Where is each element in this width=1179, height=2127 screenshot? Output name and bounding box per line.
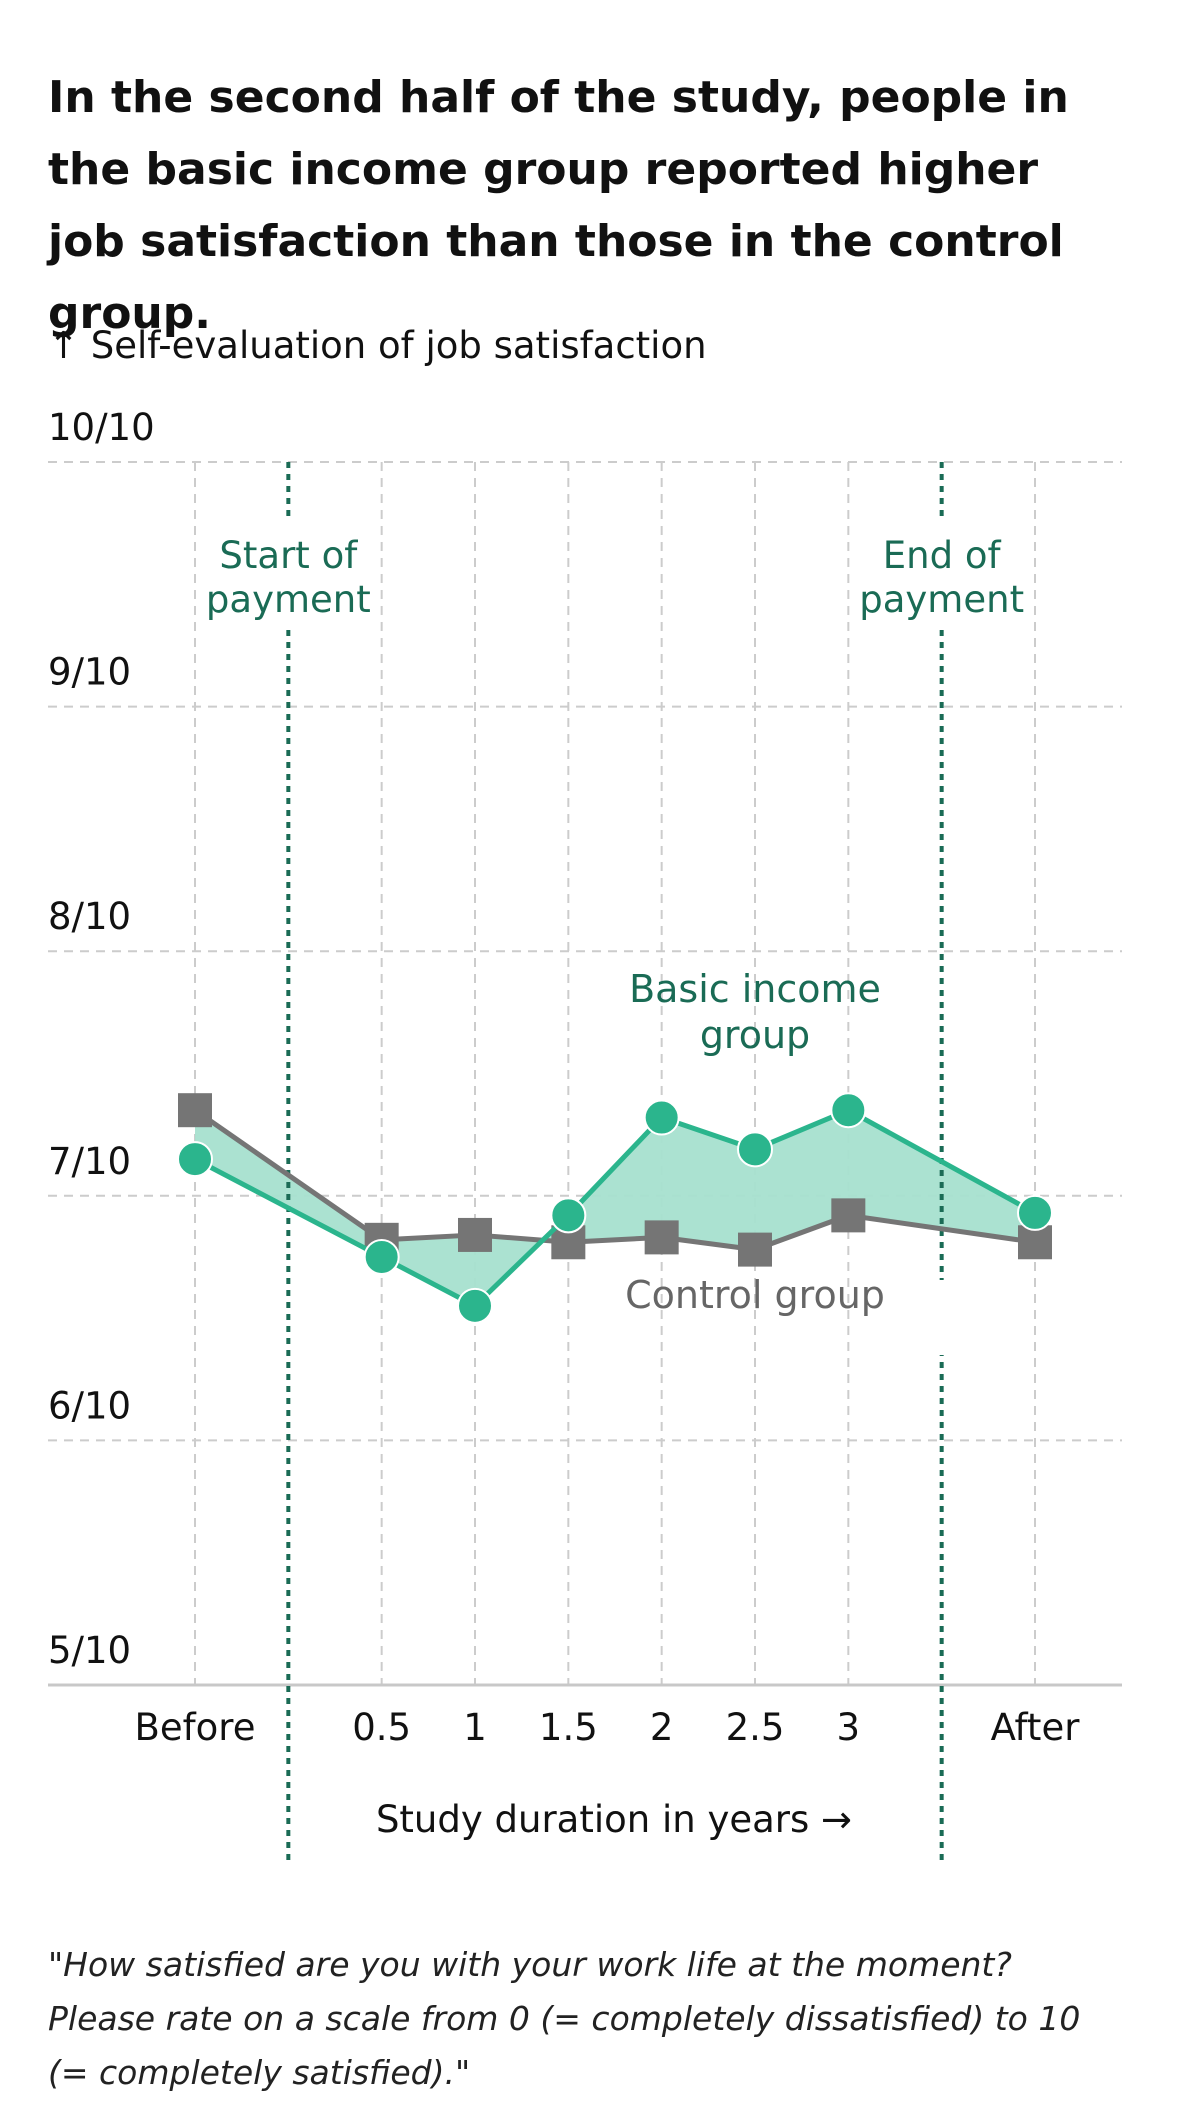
y-axis-label: ↑ Self-evaluation of job satisfaction bbox=[48, 324, 707, 367]
x-tick-label: 2 bbox=[650, 1706, 674, 1749]
y-tick-label: 10/10 bbox=[48, 406, 155, 449]
payment-label: End of payment bbox=[859, 534, 1024, 621]
data-point-basic-income bbox=[737, 1131, 773, 1168]
data-point-basic-income bbox=[830, 1092, 867, 1129]
difference-fill bbox=[195, 1110, 1035, 1306]
payment-label-backdrop bbox=[851, 518, 1032, 630]
x-tick-label: After bbox=[991, 1706, 1081, 1749]
data-point-basic-income bbox=[550, 1197, 587, 1234]
y-tick-label: 8/10 bbox=[48, 895, 131, 938]
data-point-basic-income bbox=[457, 1287, 493, 1324]
payment-label: Start of payment bbox=[206, 534, 371, 621]
data-point-control bbox=[178, 1093, 212, 1128]
line-chart: Start of payment End of payment 5/10 6/10 7/1… bbox=[48, 406, 1122, 1865]
payment-label-backdrop bbox=[198, 518, 379, 630]
grid-lines bbox=[48, 461, 1122, 1687]
series-label-control: Control group bbox=[625, 1273, 885, 1317]
difference-area bbox=[195, 1110, 1035, 1306]
x-tick-label: 1 bbox=[463, 1706, 487, 1749]
data-point-control bbox=[738, 1232, 772, 1267]
x-tick-label: 3 bbox=[837, 1706, 861, 1749]
data-point-control bbox=[644, 1220, 679, 1255]
data-point-control bbox=[1018, 1225, 1052, 1260]
x-axis-label: Study duration in years → bbox=[376, 1798, 852, 1841]
x-tick-label: Before bbox=[135, 1706, 256, 1749]
x-tick-label: 1.5 bbox=[539, 1706, 598, 1749]
data-point-basic-income bbox=[363, 1238, 400, 1275]
y-tick-label: 7/10 bbox=[48, 1140, 131, 1183]
series-lines bbox=[177, 1092, 1053, 1324]
data-point-basic-income bbox=[1017, 1194, 1053, 1231]
chart-title: In the second half of the study, people … bbox=[48, 72, 1069, 339]
data-point-basic-income bbox=[643, 1099, 680, 1136]
payment-line-gap bbox=[933, 1280, 950, 1355]
survey-question-footnote: "How satisfied are you with your work li… bbox=[48, 1945, 1081, 2092]
y-tick-label: 6/10 bbox=[48, 1384, 131, 1427]
x-tick-label: 0.5 bbox=[352, 1706, 411, 1749]
data-point-basic-income bbox=[177, 1141, 213, 1178]
chart-labels: 5/10 6/10 7/10 8/10 9/10 10/10 Before 0.5 1 1.5 2 2… bbox=[48, 406, 1080, 1841]
y-tick-label: 5/10 bbox=[48, 1629, 131, 1672]
data-point-control bbox=[831, 1198, 866, 1233]
y-tick-label: 9/10 bbox=[48, 651, 131, 694]
series-label-basic-income: Basic income group bbox=[629, 967, 881, 1057]
x-tick-label: 2.5 bbox=[726, 1706, 785, 1749]
data-point-control bbox=[458, 1217, 492, 1252]
